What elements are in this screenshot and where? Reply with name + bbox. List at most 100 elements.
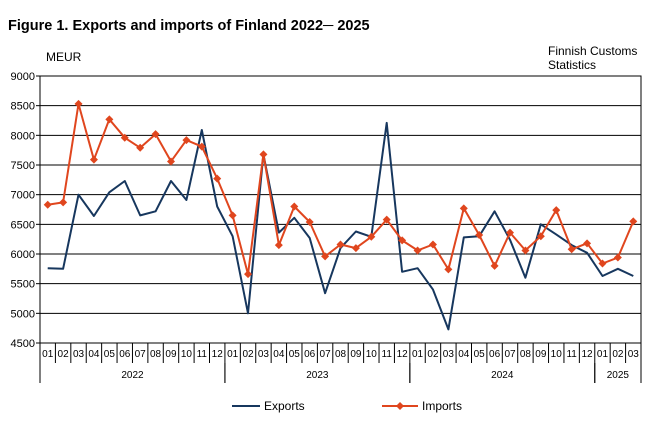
month-label: 04 [458,349,470,360]
data-point-imports [166,157,175,166]
month-label: 08 [335,349,347,360]
y-tick-label: 4500 [11,338,35,350]
month-label: 06 [119,349,131,360]
y-tick-label: 6500 [11,219,35,231]
data-point-imports [506,228,515,237]
source-note: Finnish Customs Statistics [548,44,658,72]
data-point-imports [182,136,191,145]
month-label: 08 [150,349,162,360]
month-label: 02 [612,349,624,360]
source-note-line-2: Statistics [548,58,597,72]
data-point-imports [444,265,453,274]
month-label: 09 [165,349,177,360]
y-tick-label: 6000 [11,249,35,261]
data-point-imports [213,174,222,183]
y-tick-label: 5000 [11,308,35,320]
month-label: 09 [535,349,547,360]
data-point-imports [382,215,391,224]
data-point-imports [305,217,314,226]
data-point-imports [105,115,114,124]
data-point-imports [120,133,129,142]
data-point-imports [321,252,330,261]
month-label: 01 [227,349,239,360]
y-tick-label: 7000 [11,190,35,202]
data-point-imports [151,130,160,139]
month-label: 12 [212,349,224,360]
month-label: 11 [566,349,577,360]
data-point-imports [413,246,422,255]
data-point-imports [59,198,68,207]
plot-frame [39,75,642,344]
month-label: 03 [73,349,85,360]
data-point-imports [197,142,206,151]
legend-label-exports: Exports [264,399,305,413]
month-label: 10 [551,349,563,360]
data-point-imports [274,241,283,250]
month-label: 01 [412,349,424,360]
data-point-imports [613,253,622,262]
month-label: 10 [366,349,378,360]
data-point-imports [598,259,607,268]
data-point-imports [490,261,499,270]
legend-label-imports: Imports [422,399,462,413]
month-label: 02 [58,349,70,360]
data-point-imports [89,155,98,164]
data-point-imports [336,240,345,249]
month-label: 03 [258,349,270,360]
data-point-imports [629,217,638,226]
y-tick-label: 8000 [11,130,35,142]
legend: Exports Imports [232,399,462,413]
grid-lines [39,75,642,344]
data-point-imports [351,244,360,253]
year-label: 2022 [121,370,144,381]
month-label: 07 [320,349,332,360]
data-point-imports [552,206,561,215]
y-tick-label: 7500 [11,160,35,172]
month-label: 06 [304,349,316,360]
data-point-imports [259,150,268,159]
month-label: 07 [135,349,147,360]
data-point-imports [583,239,592,248]
data-point-imports [43,200,52,209]
data-point-imports [521,246,530,255]
data-point-imports [228,211,237,220]
data-point-imports [290,202,299,211]
month-label: 02 [242,349,254,360]
chart-title: Figure 1. Exports and imports of Finland… [8,18,370,34]
month-label: 03 [443,349,455,360]
data-point-imports [567,245,576,254]
month-label: 02 [427,349,439,360]
month-label: 05 [474,349,486,360]
month-label: 10 [181,349,193,360]
data-point-imports [74,99,83,108]
month-label: 04 [273,349,285,360]
series-line-exports [47,121,634,331]
month-label: 05 [289,349,301,360]
month-label: 03 [628,349,640,360]
month-label: 05 [104,349,116,360]
data-point-imports [475,231,484,240]
source-note-line-1: Finnish Customs [548,44,638,58]
month-label: 01 [42,349,54,360]
month-label: 08 [520,349,532,360]
year-label: 2024 [491,370,514,381]
month-label: 06 [489,349,501,360]
month-label: 12 [397,349,409,360]
data-point-imports [136,143,145,152]
month-label: 11 [197,349,208,360]
y-tick-label: 9000 [11,71,35,83]
data-point-imports [398,236,407,245]
year-label: 2023 [306,370,329,381]
y-axis: 4500 5000 5500 6000 6500 7000 7500 8000 8500 9000 [11,71,40,350]
y-tick-label: 5500 [11,279,35,291]
year-label: 2025 [607,370,630,381]
y-axis-unit-label: MEUR [46,50,82,64]
series-lines [43,99,638,331]
data-point-imports [367,232,376,241]
month-label: 12 [582,349,594,360]
month-label: 11 [382,349,393,360]
data-point-imports [244,270,253,279]
month-label: 04 [88,349,100,360]
month-label: 07 [504,349,516,360]
legend-marker-imports [396,402,404,410]
